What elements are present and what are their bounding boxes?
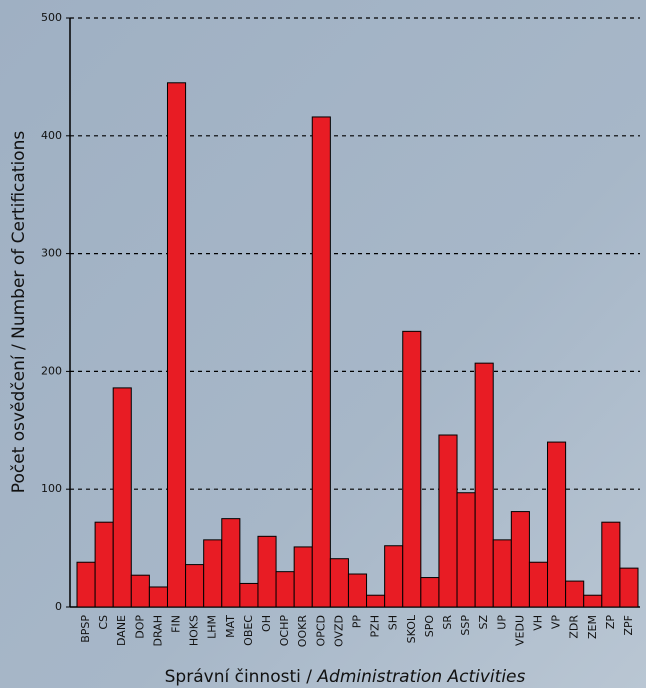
x-tick-label: OH [260,615,273,632]
x-tick-label: PP [351,615,364,629]
x-tick-label: SPO [423,615,436,638]
bar [166,82,187,608]
x-tick-label: SZ [477,615,490,630]
x-axis-label: Správní činnosti / Administration Activi… [165,667,526,687]
x-tick-label: OCHP [278,615,291,647]
x-tick-label: VH [531,615,544,631]
y-tick-label: 400 [41,129,62,142]
x-tick-label: SSP [459,615,472,636]
bar [130,574,150,608]
bar [510,511,530,608]
x-tick-label: OOKR [296,615,309,648]
y-tick-label: 0 [55,600,62,613]
x-tick-label: ZP [604,615,617,630]
bar [474,362,494,608]
bar [547,441,567,608]
x-tick-label: SKOL [405,614,418,643]
x-tick-label: OBEC [242,615,255,646]
bar [366,594,386,608]
x-tick-label: LHM [206,615,219,639]
bar [148,586,168,608]
bar [619,567,639,608]
bar [347,573,368,608]
bar [565,580,585,608]
plot: 0 100 200 300 400 500 BPSP CS DANE DOP DRAH FIN HOKS… [41,11,640,647]
bar [583,594,603,608]
y-tick-label: 200 [41,364,62,377]
x-axis-label-cz: Správní činnosti / [165,667,313,687]
x-axis-label-en: Administration Activities [316,667,525,687]
bar [239,582,259,608]
x-tick-label: VP [550,615,563,630]
bar [185,564,205,608]
bar [329,558,349,608]
x-tick-label: SH [387,615,400,630]
x-tick-label: BPSP [79,615,92,643]
bar [94,521,114,608]
x-tick-label: FIN [170,615,183,633]
bar [221,518,241,608]
y-tick-label: 100 [41,482,62,495]
x-tick-label: MAT [224,615,237,638]
x-tick-label: PZH [369,615,382,637]
bar [293,546,313,608]
bar [528,561,549,608]
bar [311,116,331,608]
bar [203,539,223,608]
y-axis-label: Počet osvědčení / Number of Certificatio… [9,131,29,494]
bar [601,521,621,608]
x-tick-label: ZPF [622,615,635,636]
bar [384,545,404,608]
bar [456,492,476,608]
x-tick-label: SR [441,615,454,630]
bar [257,535,277,608]
x-tick-label: VEDU [513,615,526,646]
bar [438,434,458,608]
bar [275,571,295,608]
x-tick-label: ZDR [568,615,581,639]
bar [420,577,440,608]
bar [112,387,132,608]
x-tick-label: DOP [133,615,146,639]
x-tick-label: DANE [115,615,128,646]
x-tick-label: OPCD [314,615,327,646]
x-tick-label: HOKS [188,615,201,646]
bar [76,561,96,608]
bar [402,330,422,608]
x-tick-label: OVZD [332,615,345,647]
x-tick-label: DRAH [151,615,164,646]
x-tick-label: CS [97,615,110,630]
y-tick-label: 500 [41,11,62,24]
y-tick-label: 300 [41,247,62,260]
x-tick-label: UP [495,615,508,630]
bar [492,539,512,608]
x-tick-label: ZEM [586,615,599,639]
